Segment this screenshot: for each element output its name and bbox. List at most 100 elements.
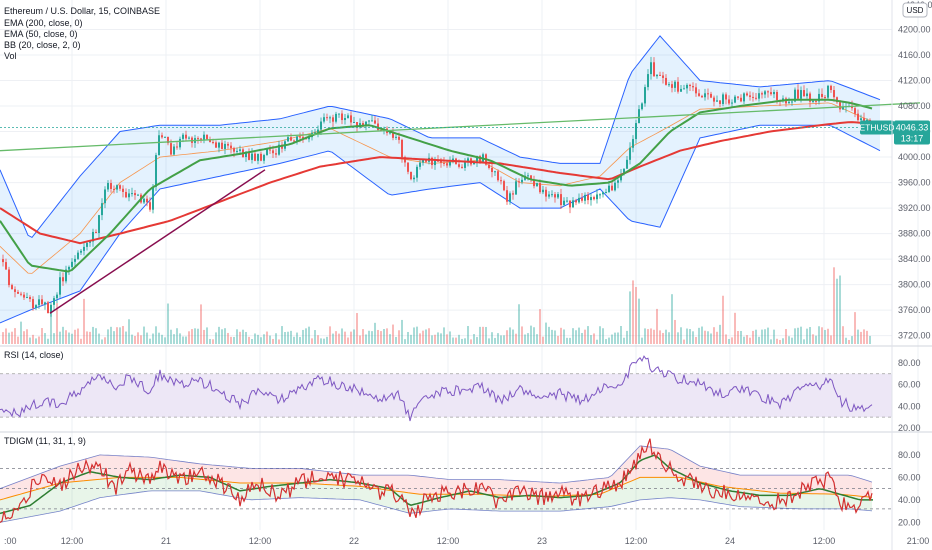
candle-body xyxy=(41,299,43,305)
candle-body xyxy=(164,136,166,138)
candle-body xyxy=(527,175,529,177)
volume-bar xyxy=(782,338,784,344)
candle-body xyxy=(20,293,22,295)
candle-body xyxy=(836,97,838,103)
candle-body xyxy=(707,93,709,95)
price-tag-value: 4046.33 xyxy=(896,123,929,133)
trendline-resistance[interactable] xyxy=(0,102,921,152)
volume-bar xyxy=(140,335,142,344)
candle-body xyxy=(803,90,805,97)
candle-body xyxy=(632,139,634,148)
candle-body xyxy=(44,302,46,305)
candle-body xyxy=(77,252,79,259)
candle-body xyxy=(725,94,727,100)
volume-bar xyxy=(455,337,457,344)
candle-body xyxy=(530,175,532,180)
price-axis[interactable]: 4200.004160.004120.004080.004040.004000.… xyxy=(898,25,931,341)
volume-bar xyxy=(353,329,355,344)
candle-body xyxy=(179,138,181,148)
tdigm-pane[interactable]: TDIGM (11, 31, 1, 9) 80.00 60.00 40.00 20.0… xyxy=(0,436,921,527)
candle-body xyxy=(446,163,448,166)
candle-body xyxy=(107,183,109,190)
volume-bar xyxy=(725,334,727,344)
candle-body xyxy=(599,194,601,196)
volume-bar xyxy=(191,329,193,344)
volume-bar xyxy=(830,335,832,344)
time-tick-label: 12:00 xyxy=(437,536,460,546)
candle-body xyxy=(53,298,55,305)
volume-bar xyxy=(374,322,376,344)
volume-bar xyxy=(122,326,124,344)
volume-bar xyxy=(794,328,796,344)
candle-body xyxy=(38,299,40,306)
volume-bar xyxy=(317,335,319,344)
volume-bar xyxy=(395,336,397,344)
candle-body xyxy=(221,142,223,149)
volume-bar xyxy=(812,334,814,344)
candle-body xyxy=(698,93,700,96)
volume-bar xyxy=(293,336,295,344)
candle-body xyxy=(674,81,676,88)
volume-bar xyxy=(743,336,745,344)
trendline-support[interactable] xyxy=(49,169,266,314)
volume-bar xyxy=(737,331,739,344)
candle-body xyxy=(824,96,826,98)
candle-body xyxy=(11,285,13,290)
candle-body xyxy=(437,160,439,162)
volume-bar xyxy=(278,339,280,344)
candle-body xyxy=(338,113,340,115)
volume-bar xyxy=(161,334,163,344)
volume-bar xyxy=(773,329,775,344)
rsi-tick-label: 60.00 xyxy=(898,380,921,390)
volume-bar xyxy=(521,326,523,344)
volume-bar xyxy=(851,336,853,344)
volume-bar xyxy=(566,337,568,344)
price-tick-label: 3880.00 xyxy=(898,229,931,239)
volume-bar xyxy=(218,326,220,344)
candle-body xyxy=(521,179,523,183)
candle-body xyxy=(347,115,349,118)
candle-body xyxy=(815,100,817,102)
candle-body xyxy=(92,231,94,242)
candle-body xyxy=(617,180,619,183)
rsi-pane[interactable]: RSI (14, close) 80.00 60.00 40.00 20.00 xyxy=(0,350,921,433)
candle-body xyxy=(638,109,640,124)
volume-bar xyxy=(287,331,289,344)
candle-body xyxy=(278,144,280,155)
candle-body xyxy=(128,193,130,198)
currency-button[interactable]: USD xyxy=(902,2,928,18)
candle-body xyxy=(728,99,730,104)
volume-bar xyxy=(347,337,349,344)
volume-bar xyxy=(731,337,733,344)
volume-bar xyxy=(467,326,469,344)
candle-body xyxy=(641,103,643,110)
candle-body xyxy=(479,156,481,162)
volume-bar xyxy=(404,339,406,344)
volume-bar xyxy=(611,334,613,344)
volume-bar xyxy=(302,329,304,344)
volume-bar xyxy=(833,267,835,344)
bollinger-upper-line xyxy=(0,35,881,239)
volume-bar xyxy=(32,334,34,344)
candle-body xyxy=(2,259,4,263)
candle-body xyxy=(659,74,661,76)
volume-bar xyxy=(848,339,850,344)
candle-body xyxy=(830,85,832,91)
legend-title: Ethereum / U.S. Dollar, 15, COINBASE xyxy=(4,6,160,16)
candle-body xyxy=(185,134,187,139)
volume-bars xyxy=(2,267,871,344)
volume-bar xyxy=(647,329,649,344)
volume-bar xyxy=(2,332,4,344)
candle-body xyxy=(23,294,25,298)
candle-body xyxy=(302,136,304,139)
price-tick-label: 3960.00 xyxy=(898,178,931,188)
volume-bar xyxy=(365,334,367,344)
candle-body xyxy=(398,136,400,140)
candle-body xyxy=(389,132,391,134)
volume-bar xyxy=(863,329,865,344)
price-pane[interactable] xyxy=(0,35,921,344)
time-axis[interactable]: :00 12:00 21 12:00 22 12:00 23 12:00 24 12:00 21:0… xyxy=(4,536,929,546)
volume-bar xyxy=(656,308,658,344)
candle-body xyxy=(623,168,625,175)
